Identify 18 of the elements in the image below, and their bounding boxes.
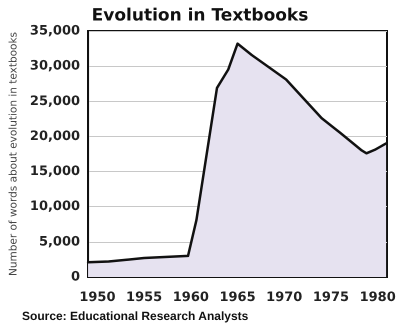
y-tick-label: 35,000: [30, 24, 80, 38]
x-tick-label: 1970: [266, 290, 302, 305]
y-axis-title: Number of words about evolution in textbooks: [8, 32, 20, 276]
y-tick-label: 5,000: [38, 234, 80, 250]
y-tick-label: 20,000: [30, 128, 80, 144]
y-tick-label: 25,000: [30, 94, 80, 109]
x-tick-label: 1965: [219, 290, 256, 305]
x-tick-label: 1950: [79, 290, 116, 305]
y-tick-label: 15,000: [30, 164, 80, 180]
x-tick-label: 1975: [312, 290, 350, 305]
source-note: Source: Educational Research Analysts: [22, 309, 249, 323]
y-tick-label: 30,000: [30, 58, 80, 74]
x-tick-label: 1955: [126, 290, 162, 305]
x-tick-label: 1980: [360, 290, 396, 305]
x-tick-label: 1960: [172, 290, 209, 305]
chart-title: Evolution in Textbooks: [92, 6, 308, 26]
y-tick-label: 10,000: [30, 199, 80, 214]
y-tick-label: 0: [71, 270, 80, 284]
